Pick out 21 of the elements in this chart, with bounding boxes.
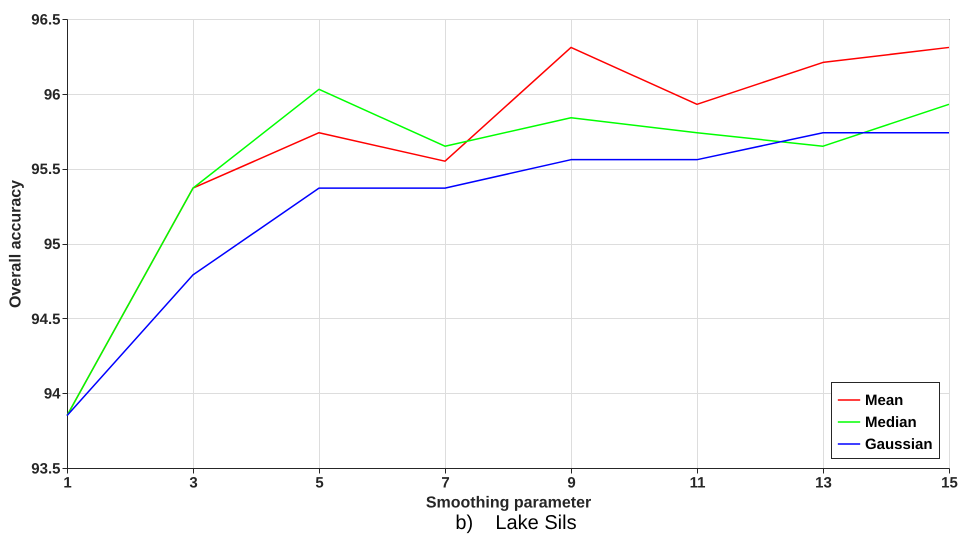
x-tick-label: 7: [441, 474, 450, 492]
x-tick-label: 13: [815, 474, 832, 492]
x-tick-label: 11: [690, 474, 706, 492]
x-tick-label: 3: [189, 474, 198, 492]
x-tick-label: 5: [315, 474, 324, 492]
x-tick-label: 1: [63, 474, 72, 492]
y-tick-label: 95: [44, 236, 60, 253]
y-tick-label: 94: [44, 386, 62, 403]
x-tick-label: 15: [941, 474, 958, 492]
y-axis-title: Overall accuracy: [7, 180, 24, 308]
y-tick-label: 94.5: [31, 310, 60, 328]
x-axis-title: Smoothing parameter: [426, 494, 592, 512]
x-tick-label: 9: [567, 474, 576, 492]
y-tick-label: 96: [44, 86, 60, 104]
legend-label: Mean: [865, 392, 904, 409]
text: b) Lake Sils: [454, 512, 578, 535]
legend-label: Gaussian: [865, 436, 933, 453]
y-tick-label: 96.5: [31, 12, 60, 28]
y-tick-label: 93.5: [31, 460, 60, 478]
y-tick-label: 95.5: [31, 161, 60, 178]
legend-label: Median: [865, 414, 917, 431]
